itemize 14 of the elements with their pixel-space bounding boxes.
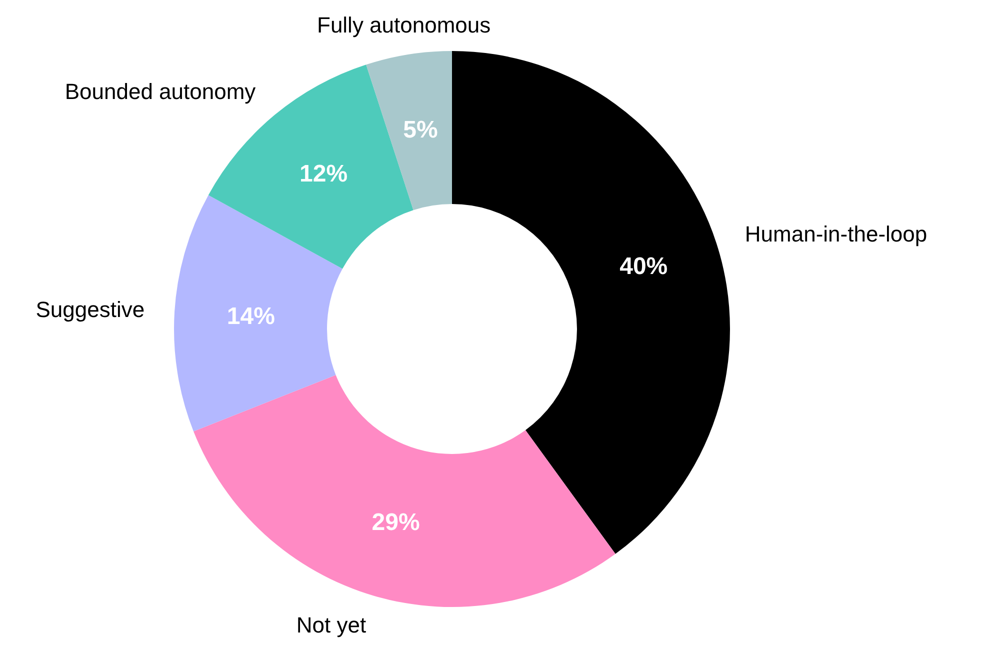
data-label: 12% [300,160,348,188]
data-label: 29% [372,509,420,536]
slice-label: Not yet [296,612,366,638]
data-label: 5% [403,116,438,144]
donut-slice [366,51,452,210]
data-label: 40% [620,253,668,280]
slice-label: Fully autonomous [316,12,491,38]
donut-slice [174,195,342,432]
donut-slice [194,375,616,607]
donut-slice [452,51,730,554]
slice-label: Human-in-the-loop [744,221,928,246]
data-label: 14% [226,302,275,330]
slice-label: Bounded autonomy [64,79,256,104]
slice-label: Suggestive [36,297,145,322]
